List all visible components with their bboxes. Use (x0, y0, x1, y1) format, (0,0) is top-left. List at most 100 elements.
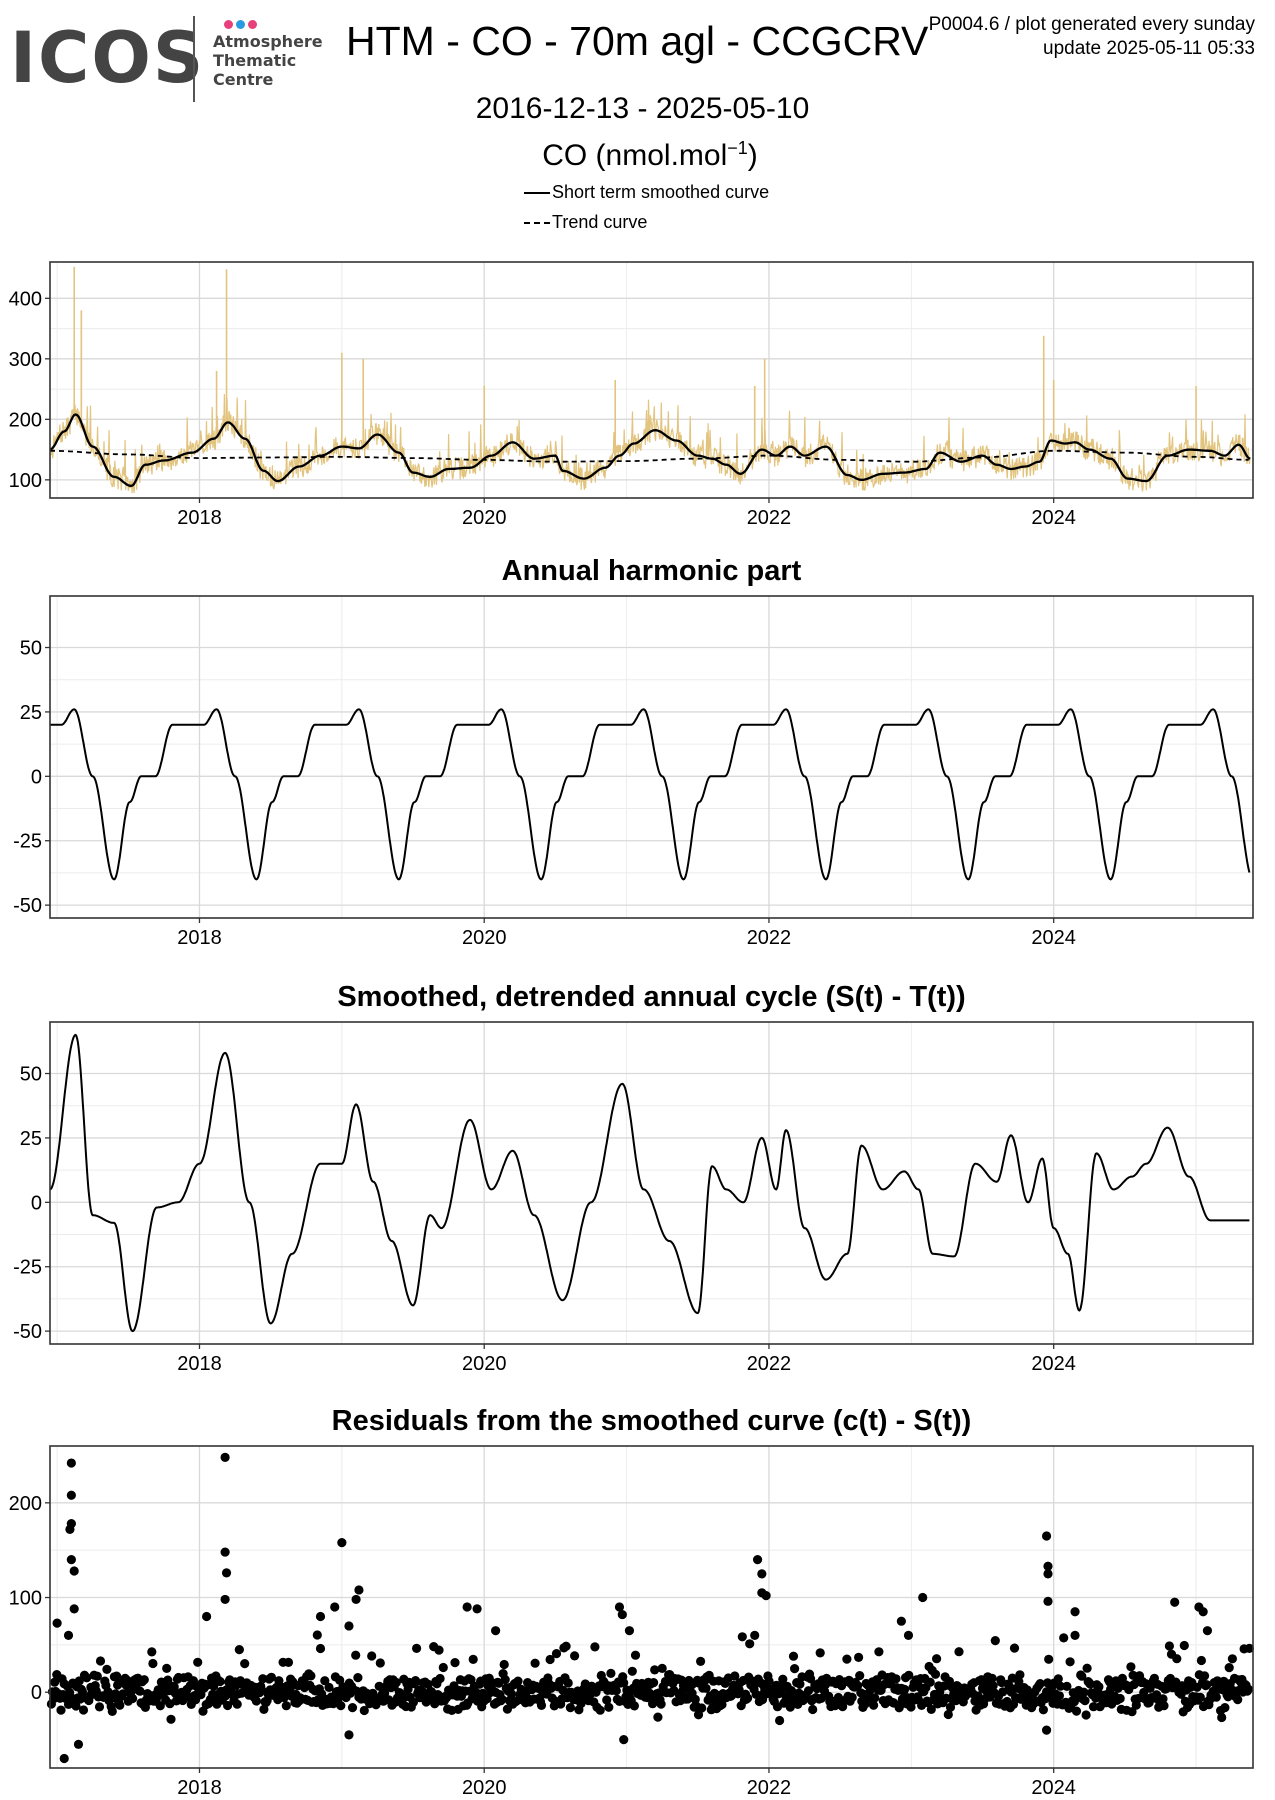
panel-title: Annual harmonic part (502, 555, 802, 587)
residual-point (788, 1651, 799, 1661)
residual-point (1043, 1596, 1053, 1606)
residual-point (391, 1677, 401, 1688)
residual-point (536, 1700, 547, 1710)
residual-point (240, 1659, 250, 1669)
residual-point (259, 1704, 269, 1714)
residual-point (803, 1686, 814, 1696)
residual-point (545, 1654, 555, 1665)
residual-point (1158, 1694, 1168, 1704)
residual-point (220, 1452, 230, 1462)
units-label: CO (nmol.mol−1) (542, 138, 758, 172)
x-tick-label: 2020 (462, 1353, 507, 1370)
logo-sub-3: Centre (213, 70, 274, 89)
residual-point (95, 1656, 106, 1666)
x-tick-label: 2024 (1031, 1777, 1076, 1797)
residual-point (52, 1618, 62, 1628)
residual-point (69, 1566, 79, 1576)
residual-point (998, 1687, 1008, 1697)
residual-point (900, 1684, 910, 1694)
residual-point (1164, 1641, 1174, 1651)
residual-point (215, 1676, 225, 1687)
x-tick-label: 2020 (462, 1777, 507, 1797)
residual-point (786, 1686, 797, 1696)
series-trend-curve (50, 449, 1249, 463)
residual-point (135, 1686, 145, 1696)
residual-point (1077, 1671, 1087, 1681)
residual-point (56, 1705, 66, 1715)
residual-point (312, 1630, 322, 1640)
x-tick-label: 2020 (462, 927, 507, 948)
residual-point (1094, 1682, 1104, 1692)
logo-divider (193, 16, 195, 102)
residual-point (657, 1663, 667, 1673)
residual-point (988, 1681, 998, 1691)
residual-point (563, 1678, 573, 1688)
residual-point (795, 1679, 805, 1689)
residual-point (785, 1702, 795, 1712)
residual-point (697, 1703, 707, 1713)
residual-point (202, 1611, 212, 1622)
residual-point (1065, 1657, 1075, 1667)
panel-residuals: Residuals from the smoothed curve (c(t) … (9, 1405, 1254, 1797)
logo-sub-2: Thematic (213, 51, 297, 70)
residual-point (1081, 1710, 1091, 1720)
residual-point (166, 1714, 176, 1724)
icos-logo: ICOS Atmosphere Thematic Centre (10, 14, 323, 104)
residual-point (606, 1668, 616, 1678)
residual-point (1198, 1607, 1208, 1617)
residual-point (193, 1657, 203, 1667)
date-range: 2016-12-13 - 2025-05-10 (475, 92, 810, 125)
residual-point (987, 1673, 997, 1683)
residual-point (500, 1675, 510, 1685)
residual-point (450, 1658, 460, 1668)
residual-point (1044, 1654, 1054, 1664)
residual-point (653, 1712, 663, 1722)
residual-point (630, 1650, 641, 1660)
residual-point (943, 1709, 953, 1720)
residual-point (69, 1604, 79, 1614)
residual-point (507, 1689, 517, 1699)
residual-point (66, 1555, 76, 1565)
residual-point (1059, 1633, 1069, 1643)
y-tick-label: 100 (9, 1588, 42, 1610)
panel-title: Residuals from the smoothed curve (c(t) … (332, 1405, 972, 1437)
residual-point (1080, 1696, 1090, 1706)
residual-point (1053, 1674, 1063, 1684)
residual-point (737, 1632, 747, 1642)
x-tick-label: 2024 (1031, 507, 1076, 529)
residual-point (147, 1647, 157, 1657)
residual-point (750, 1630, 760, 1641)
residual-point (491, 1626, 501, 1636)
residual-point (891, 1674, 901, 1684)
residual-point (66, 1458, 76, 1468)
residual-point (78, 1705, 89, 1715)
residual-point (50, 1677, 60, 1687)
x-tick-label: 2022 (747, 507, 792, 529)
y-tick-label: -50 (13, 895, 42, 917)
residual-point (530, 1658, 540, 1668)
residual-point (1043, 1569, 1053, 1579)
residual-point (842, 1654, 852, 1664)
residual-point (954, 1647, 964, 1657)
residual-point (1159, 1701, 1169, 1711)
x-tick-label: 2024 (1031, 1353, 1076, 1370)
residual-point (315, 1643, 326, 1654)
panel-raw-smoothed: 100 200 300 400 2018 2020 2022 2024 (9, 261, 1254, 529)
legend-dashed-swatch (524, 222, 550, 225)
residual-point (656, 1699, 666, 1709)
residual-point (906, 1702, 916, 1712)
legend: Short term smoothed curve Trend curve (524, 180, 769, 240)
residual-point (855, 1671, 865, 1681)
residual-point (354, 1585, 364, 1595)
residual-point (336, 1701, 346, 1711)
residual-point (717, 1699, 727, 1710)
residual-point (1233, 1695, 1243, 1705)
plot-frame (49, 595, 1254, 919)
residual-point (945, 1702, 956, 1712)
plot-frame (49, 1021, 1254, 1345)
residual-point (220, 1547, 230, 1557)
legend-label-trend: Trend curve (552, 212, 648, 232)
residual-point (853, 1681, 863, 1691)
residual-point (1170, 1597, 1180, 1607)
